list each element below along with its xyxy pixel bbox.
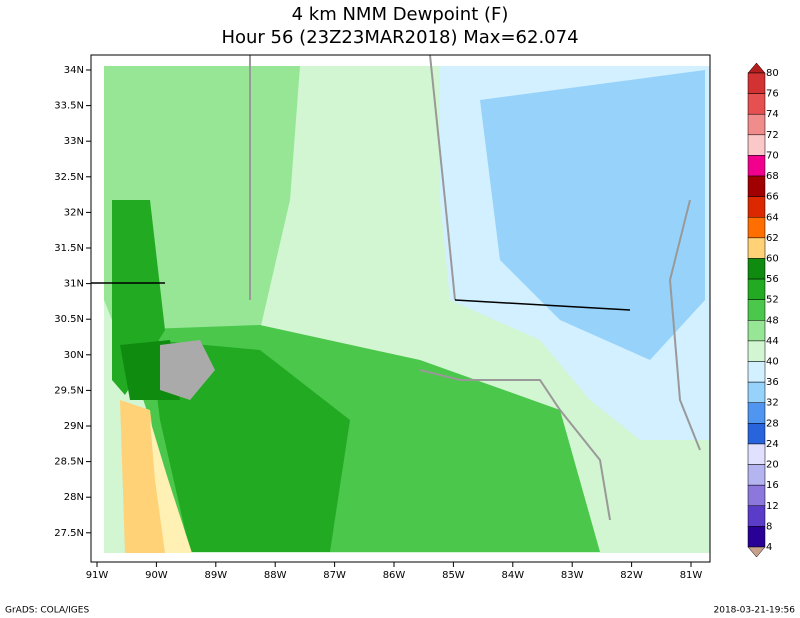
colorbar-box	[747, 278, 766, 300]
colorbar-box	[747, 93, 766, 115]
subtitle: Hour 56 (23Z23MAR2018) Max=62.074	[221, 27, 578, 48]
lat-tick-label: 31.5N	[54, 243, 84, 254]
colorbar-label: 48	[766, 315, 779, 326]
colorbar-box	[747, 217, 766, 239]
lat-tick-label: 27.5N	[54, 528, 84, 539]
lat-tick-label: 34N	[64, 65, 84, 76]
lon-tick-label: 89W	[204, 570, 227, 581]
colorbar-box	[747, 237, 766, 259]
colorbar-box	[747, 175, 766, 197]
footer-left: GrADS: COLA/IGES	[5, 606, 89, 616]
colorbar-box	[747, 464, 766, 486]
lon-tick-label: 85W	[442, 570, 465, 581]
colorbar-label: 20	[766, 460, 779, 471]
colorbar-label: 24	[766, 439, 779, 450]
colorbar-box	[747, 113, 766, 136]
colorbar-box	[747, 196, 766, 218]
colorbar-label: 64	[766, 212, 779, 223]
colorbar-label: 16	[766, 480, 779, 491]
lon-tick-label: 82W	[620, 570, 643, 581]
colorbar-box	[747, 381, 766, 403]
colorbar-arrow	[747, 62, 766, 74]
lat-tick-label: 33.5N	[54, 101, 84, 112]
colorbar-label: 40	[766, 357, 779, 368]
lat-tick-label: 30N	[64, 350, 84, 361]
map-field	[90, 54, 711, 563]
colorbar-label: 70	[766, 150, 779, 161]
lon-tick-label: 84W	[501, 570, 524, 581]
lat-tick-label: 28N	[64, 492, 84, 503]
colorbar-label: 56	[766, 274, 779, 285]
lat-tick-label: 28.5N	[54, 457, 84, 468]
colorbar-label: 68	[766, 171, 779, 182]
colorbar-box	[747, 484, 766, 507]
colorbar-label: 74	[766, 109, 779, 120]
lat-tick-label: 29.5N	[54, 385, 84, 396]
title: 4 km NMM Dewpoint (F)	[292, 4, 509, 25]
colorbar-box	[747, 402, 766, 424]
lat-tick-label: 33N	[64, 136, 84, 147]
colorbar-label: 62	[766, 233, 779, 244]
colorbar-label: 80	[766, 68, 779, 79]
lon-tick-label: 86W	[383, 570, 406, 581]
lat-tick-label: 32N	[64, 207, 84, 218]
lat-tick-label: 32.5N	[54, 172, 84, 183]
colorbar-box	[747, 443, 766, 465]
lat-tick-label: 31N	[64, 279, 84, 290]
lon-tick-label: 91W	[86, 570, 109, 581]
colorbar-box	[747, 526, 766, 548]
colorbar-box	[747, 72, 766, 94]
colorbar-label: 76	[766, 89, 779, 100]
colorbar-box	[747, 361, 766, 383]
colorbar-label: 32	[766, 398, 779, 409]
colorbar-box	[747, 258, 766, 280]
colorbar-label: 28	[766, 418, 779, 429]
colorbar-label: 4	[766, 542, 772, 553]
colorbar-arrow	[747, 546, 766, 558]
colorbar-label: 60	[766, 253, 779, 264]
colorbar-label: 44	[766, 336, 779, 347]
colorbar-box	[747, 134, 766, 156]
colorbar-box	[747, 299, 766, 321]
colorbar-box	[747, 423, 766, 445]
colorbar-label: 66	[766, 192, 779, 203]
lat-tick-label: 29N	[64, 421, 84, 432]
colorbar-box	[747, 340, 766, 362]
colorbar-box	[747, 505, 766, 527]
lat-tick-label: 30.5N	[54, 314, 84, 325]
lon-tick-label: 90W	[145, 570, 168, 581]
colorbar-label: 12	[766, 501, 779, 512]
colorbar-label: 52	[766, 295, 779, 306]
colorbar-box	[747, 320, 766, 342]
colorbar-box	[747, 155, 766, 177]
lon-tick-label: 87W	[323, 570, 346, 581]
colorbar-label: 8	[766, 521, 772, 532]
colorbar-label: 36	[766, 377, 779, 388]
lon-tick-label: 81W	[680, 570, 703, 581]
lon-tick-label: 83W	[561, 570, 584, 581]
footer-right: 2018-03-21-19:56	[714, 606, 796, 616]
colorbar-label: 72	[766, 130, 779, 141]
lon-tick-label: 88W	[264, 570, 287, 581]
